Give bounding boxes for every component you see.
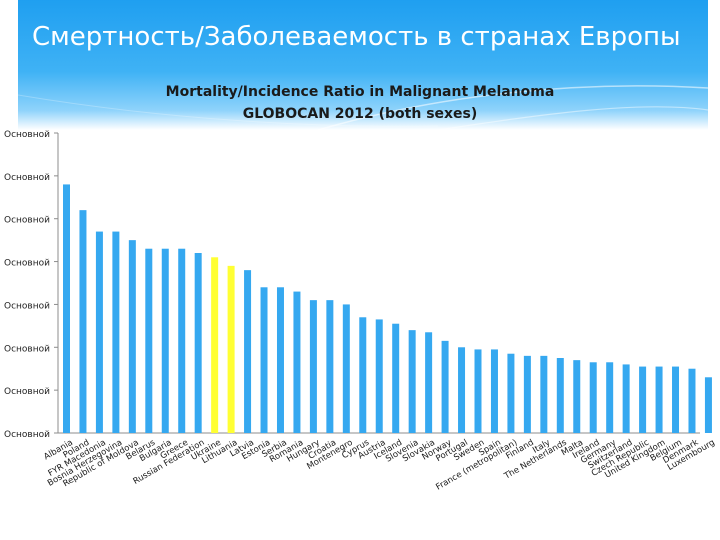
bar-estonia (260, 287, 268, 433)
bar-italy (540, 355, 548, 433)
slide-header: Смертность/Заболеваемость в странах Евро… (18, 0, 708, 130)
chart-subtitle: GLOBOCAN 2012 (both sexes) (243, 106, 478, 122)
bar-belgium (672, 366, 680, 433)
bar-iceland (392, 323, 400, 433)
y-tick-label: Основной (4, 344, 50, 354)
bar-lithuania (227, 265, 235, 433)
bar-cyprus (359, 317, 367, 433)
bar-switzerland (622, 364, 630, 433)
y-tick-label: Основной (4, 387, 50, 397)
bar-ireland (589, 362, 597, 433)
bar-france-metropolitan (507, 353, 515, 433)
bar-russian-federation (194, 253, 202, 433)
bar-austria (375, 319, 383, 433)
bar-bulgaria (161, 248, 169, 433)
bar-germany (606, 362, 614, 433)
bar-finland (523, 355, 531, 433)
bar-denmark (688, 368, 696, 433)
bar-slovenia (408, 330, 416, 433)
y-tick-label: Основной (4, 301, 50, 311)
bar-spain (490, 349, 498, 433)
bar-hungary (309, 300, 317, 433)
bar-fyr-macedonia (95, 231, 103, 433)
bar-montenegro (342, 304, 350, 433)
bar-sweden (474, 349, 482, 433)
bar-bosnia-herzegovina (112, 231, 120, 433)
chart-title: Mortality/Incidence Ratio in Malignant M… (166, 84, 555, 100)
bar-serbia (276, 287, 284, 433)
y-tick-label: Основной (4, 130, 50, 140)
bar-belarus (145, 248, 153, 433)
y-tick-label: Основной (4, 216, 50, 226)
bar-poland (79, 210, 87, 433)
y-tick-label: Основной (4, 430, 50, 440)
bar-portugal (458, 347, 466, 433)
slide-title: Смертность/Заболеваемость в странах Евро… (32, 22, 681, 52)
bar-romania (293, 291, 301, 433)
bar-albania (63, 184, 70, 433)
bar-norway (441, 340, 449, 433)
y-tick-label: Основной (4, 259, 50, 269)
y-tick-label: Основной (4, 173, 50, 183)
bar-republic-of-moldova (128, 240, 136, 433)
bar-ukraine (211, 257, 219, 433)
bar-czech-republic (639, 366, 647, 433)
bar-latvia (244, 270, 252, 433)
bar-greece (178, 248, 186, 433)
bar-the-netherlands (556, 358, 564, 433)
header-decoration (18, 85, 708, 130)
bar-slovakia (425, 332, 433, 433)
bar-malta (573, 360, 581, 433)
bar-croatia (326, 300, 334, 433)
bar-united-kingdom (655, 366, 663, 433)
bar-luxembourg (704, 377, 712, 433)
